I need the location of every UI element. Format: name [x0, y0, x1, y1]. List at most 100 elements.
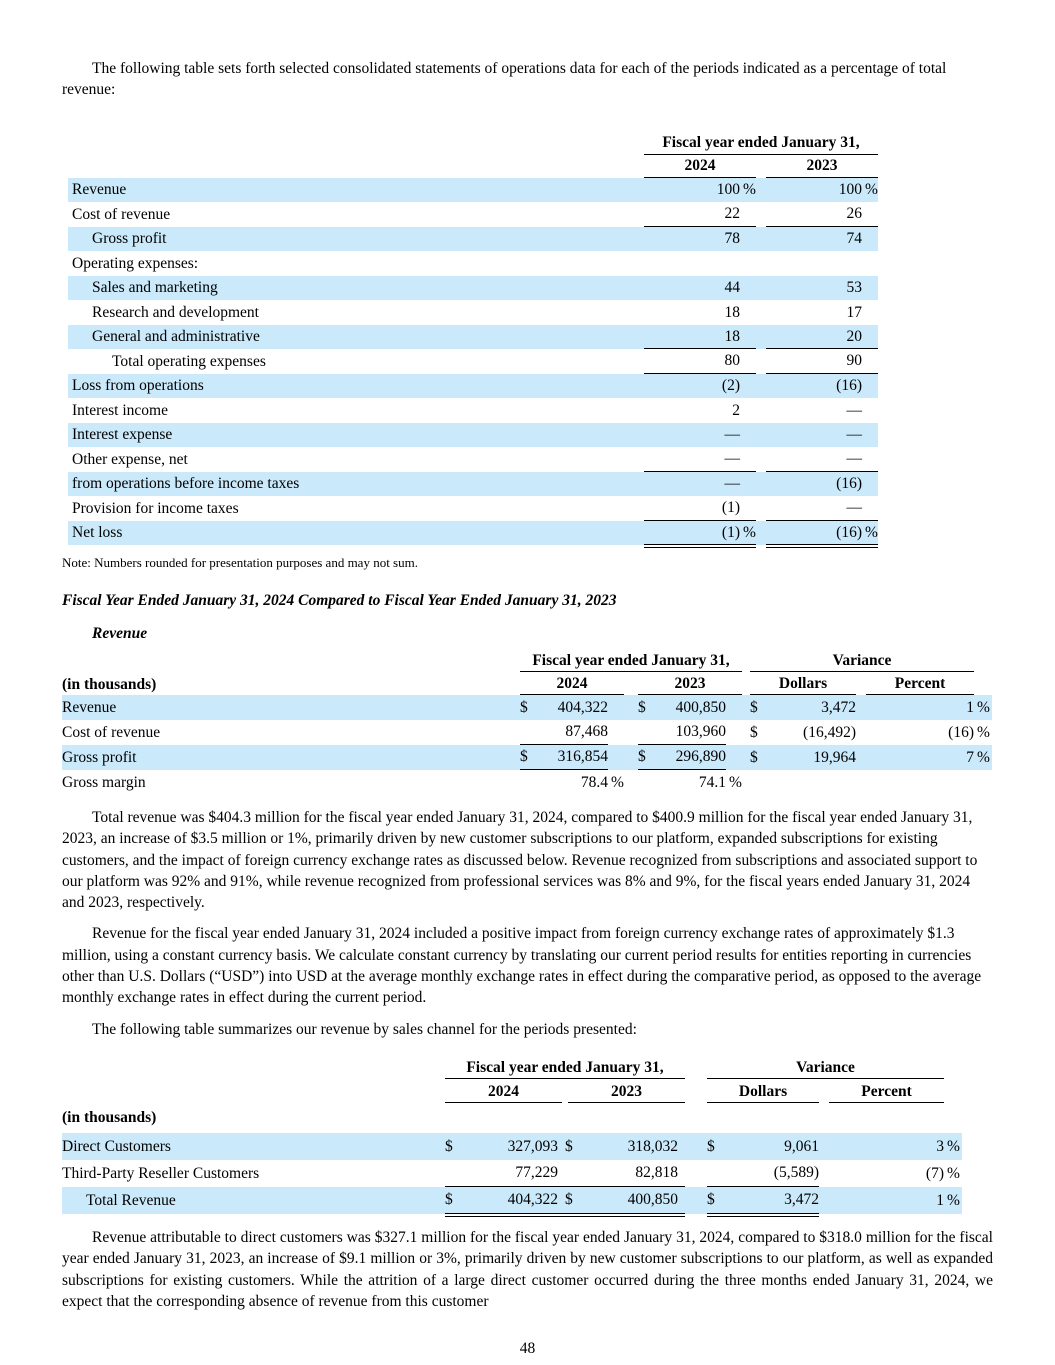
value-cell: — — [644, 447, 756, 472]
table-row: Loss from operations (2) (16) — [68, 373, 878, 399]
table-row: Total operating expenses 80 90 — [68, 349, 878, 374]
value-cell: 53 — [846, 279, 863, 297]
row-label: Revenue — [62, 698, 117, 716]
value-cell: 2 — [732, 401, 740, 419]
value-cell: — — [724, 426, 741, 444]
row-label: Research and development — [92, 303, 259, 321]
value-cell: — — [846, 426, 863, 444]
table-row: Total Revenue $404,322 $400,850 $3,472 1… — [62, 1186, 962, 1217]
dollar-sign: $ — [707, 1191, 715, 1209]
sales-channel-table: Fiscal year ended January 31, Variance 2… — [62, 1055, 962, 1217]
value-cell: 44 — [724, 279, 741, 297]
table-row: Revenue $404,322 $400,850 $3,472 1% — [62, 694, 992, 720]
column-header-2023: 2023 — [568, 1081, 685, 1103]
value-cell: — — [724, 475, 741, 493]
table-row: Provision for income taxes (1) — — [68, 496, 878, 521]
table-row: Other expense, net — — — [68, 447, 878, 472]
value-cell — [766, 251, 878, 276]
value-cell: — — [846, 401, 863, 419]
value-cell: 100% — [766, 178, 878, 203]
body-paragraph: The following table summarizes our reven… — [92, 1020, 637, 1038]
row-label: Gross profit — [92, 230, 167, 248]
value-cell: 74 — [846, 230, 863, 248]
dollar-sign: $ — [445, 1137, 453, 1155]
row-label: Direct Customers — [62, 1137, 171, 1155]
table-row: Gross margin 78.4% 74.1% — [62, 770, 992, 795]
group-header: Fiscal year ended January 31, — [644, 132, 878, 155]
value-cell: 20 — [766, 325, 878, 350]
section-heading: Fiscal Year Ended January 31, 2024 Compa… — [62, 592, 617, 610]
table-row: Interest income 2 — — [68, 398, 878, 423]
table-row: Gross profit $316,854 $296,890 $19,964 7… — [62, 744, 992, 770]
table-group-header-row: Fiscal year ended January 31, Variance — [62, 1055, 962, 1079]
column-header-2023: 2023 — [638, 673, 742, 695]
row-label: Cost of revenue — [72, 205, 171, 223]
table-group-header-row: Fiscal year ended January 31, Variance — [62, 649, 992, 672]
dollar-sign: $ — [707, 1137, 715, 1155]
dollar-sign: $ — [750, 723, 758, 741]
dollar-sign: $ — [750, 748, 758, 766]
row-label: General and administrative — [92, 328, 260, 346]
row-label: Gross margin — [62, 773, 146, 791]
group-header-variance: Variance — [707, 1057, 944, 1079]
row-label: from operations before income taxes — [72, 475, 300, 493]
column-header-2023: 2023 — [766, 155, 878, 178]
page-number: 48 — [519, 1340, 536, 1358]
group-header-variance: Variance — [750, 650, 974, 672]
column-header-dollars: Dollars — [707, 1081, 819, 1103]
column-header-percent: Percent — [829, 1081, 944, 1103]
value-cell: 18 — [644, 325, 756, 350]
column-header-dollars: Dollars — [750, 673, 856, 695]
body-paragraph: Total revenue was $404.3 million for the… — [62, 808, 978, 912]
table-row: from operations before income taxes — (1… — [68, 471, 878, 497]
cell-suffix: % — [743, 181, 756, 199]
row-label: Total operating expenses — [112, 352, 266, 370]
value-cell: 90 — [766, 349, 878, 374]
value-cell: (2) — [721, 377, 740, 395]
dollar-sign: $ — [520, 698, 528, 716]
dollar-sign: $ — [565, 1191, 573, 1209]
table-column-header-row: (in thousands) 2024 2023 Dollars Percent — [62, 672, 992, 695]
row-label: Interest expense — [72, 426, 173, 444]
revenue-subheading: Revenue — [92, 624, 148, 642]
in-thousands-label: (in thousands) — [62, 1109, 157, 1127]
value-cell: 22 — [644, 202, 756, 227]
row-label: Gross profit — [62, 748, 137, 766]
value-cell: — — [766, 496, 878, 521]
table-row: Direct Customers $327,093 $318,032 $9,06… — [62, 1132, 962, 1160]
table-row: Research and development 18 17 — [68, 300, 878, 325]
column-header-2024: 2024 — [445, 1081, 562, 1103]
group-header-fiscal: Fiscal year ended January 31, — [520, 650, 742, 672]
row-label: Cost of revenue — [62, 723, 161, 741]
value-cell: (1) — [644, 496, 756, 521]
value-cell: 78 — [724, 230, 741, 248]
cell-suffix: % — [865, 181, 878, 199]
column-header-2024: 2024 — [520, 673, 624, 695]
table-row: Third-Party Reseller Customers 77,229 82… — [62, 1160, 962, 1187]
row-label: Total Revenue — [86, 1191, 176, 1209]
dollar-sign: $ — [750, 698, 758, 716]
table-column-header-row: 2024 2023 Dollars Percent — [62, 1079, 962, 1103]
value-cell: — — [766, 447, 878, 472]
value-cell: 80 — [644, 349, 756, 374]
row-label: Operating expenses: — [72, 254, 199, 272]
closing-paragraph: Revenue attributable to direct customers… — [62, 1228, 993, 1310]
table-row: General and administrative 18 20 — [68, 324, 878, 350]
value-cell — [644, 251, 756, 276]
value-cell: 26 — [766, 202, 878, 227]
cell-value: 100 — [716, 181, 740, 199]
dollar-sign: $ — [445, 1191, 453, 1209]
intro-paragraph: The following table sets forth selected … — [62, 60, 947, 99]
row-label: Interest income — [72, 401, 168, 419]
dollar-sign: $ — [638, 698, 646, 716]
value-cell: 18 — [724, 303, 741, 321]
row-label: Provision for income taxes — [72, 499, 239, 517]
table-row: Interest expense — — — [68, 422, 878, 448]
table-row: Revenue 100% 100% — [68, 177, 878, 203]
value-cell: (16) — [836, 475, 862, 493]
table-row: Cost of revenue 87,468 103,960 $ (16,492)… — [62, 720, 992, 745]
in-thousands-label: (in thousands) — [62, 675, 157, 693]
table-column-header-row: 2024 2023 — [68, 155, 878, 178]
column-header-percent: Percent — [866, 673, 974, 695]
